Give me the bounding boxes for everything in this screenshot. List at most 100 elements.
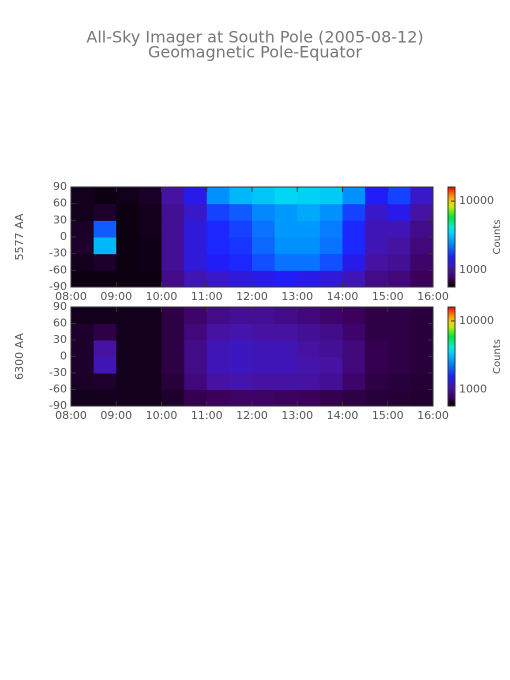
heat-cell bbox=[93, 389, 117, 407]
chart-title: All-Sky Imager at South Pole (2005-08-12… bbox=[86, 28, 423, 47]
x-tick-label: 11:00 bbox=[191, 290, 223, 303]
heat-cell bbox=[229, 187, 253, 205]
heat-cell bbox=[206, 253, 230, 271]
heat-cell bbox=[93, 340, 117, 357]
heat-cell bbox=[184, 237, 208, 255]
heat-cell bbox=[161, 356, 185, 374]
colorbar bbox=[447, 186, 456, 288]
x-tick-label: 14:00 bbox=[327, 290, 359, 303]
heat-cell bbox=[116, 389, 140, 407]
heat-cell bbox=[71, 356, 95, 374]
y-axis-label: 6300 AA bbox=[13, 333, 26, 380]
heat-cell bbox=[229, 323, 253, 341]
heat-cell bbox=[93, 323, 117, 341]
heat-cell bbox=[297, 270, 321, 288]
heat-cell bbox=[387, 373, 411, 390]
heat-cell bbox=[93, 307, 117, 324]
heat-cell bbox=[71, 203, 95, 221]
x-tick-label: 10:00 bbox=[146, 409, 178, 422]
heat-cell bbox=[410, 356, 434, 374]
heat-cell bbox=[184, 356, 208, 374]
heat-cell bbox=[297, 307, 321, 324]
heat-cell bbox=[229, 373, 253, 390]
colorbar-tick-label: 10000 bbox=[459, 194, 494, 207]
heat-cell bbox=[342, 237, 366, 255]
x-tick-label: 14:00 bbox=[327, 409, 359, 422]
colorbar-label: Counts bbox=[492, 220, 503, 255]
heat-cell bbox=[297, 356, 321, 374]
heat-cell bbox=[184, 270, 208, 288]
x-tick-label: 12:00 bbox=[236, 409, 268, 422]
heat-cell bbox=[297, 253, 321, 271]
colorbar-tick-label: 1000 bbox=[459, 263, 487, 276]
y-tick-label: 90 bbox=[53, 180, 67, 193]
heat-cell bbox=[229, 203, 253, 221]
heat-cell bbox=[410, 270, 434, 288]
heat-cell bbox=[116, 323, 140, 341]
heat-cell bbox=[319, 270, 343, 288]
heat-cell bbox=[138, 270, 162, 288]
heat-cell bbox=[319, 340, 343, 357]
heat-cell bbox=[71, 253, 95, 271]
heat-cell bbox=[184, 187, 208, 205]
y-tick-label: 30 bbox=[53, 333, 67, 346]
heat-cell bbox=[365, 323, 389, 341]
heat-cell bbox=[71, 187, 95, 205]
heat-cell bbox=[229, 356, 253, 374]
heat-cell bbox=[206, 203, 230, 221]
heat-cell bbox=[274, 323, 298, 341]
heat-cell bbox=[319, 389, 343, 407]
heat-cell bbox=[365, 270, 389, 288]
heat-cell bbox=[229, 253, 253, 271]
heat-cell bbox=[93, 373, 117, 390]
heat-cell bbox=[252, 307, 276, 324]
heat-cell bbox=[387, 307, 411, 324]
heat-cell bbox=[319, 187, 343, 205]
heat-cell bbox=[138, 220, 162, 238]
heat-cell bbox=[229, 340, 253, 357]
heat-cell bbox=[387, 253, 411, 271]
heat-cell bbox=[161, 340, 185, 357]
heat-cell bbox=[252, 253, 276, 271]
heat-cell bbox=[410, 253, 434, 271]
heat-cell bbox=[365, 307, 389, 324]
y-tick-label: -60 bbox=[49, 263, 67, 276]
heat-cell bbox=[342, 270, 366, 288]
y-tick-label: 60 bbox=[53, 197, 67, 210]
x-tick-label: 15:00 bbox=[372, 290, 404, 303]
heat-cell bbox=[116, 373, 140, 390]
heat-cell bbox=[93, 237, 117, 255]
y-tick-label: 60 bbox=[53, 317, 67, 330]
heat-cell bbox=[71, 323, 95, 341]
heat-cell bbox=[342, 389, 366, 407]
heat-cell bbox=[206, 237, 230, 255]
x-tick-label: 13:00 bbox=[281, 409, 313, 422]
heat-cell bbox=[319, 323, 343, 341]
heat-cell bbox=[319, 356, 343, 374]
heat-cell bbox=[184, 373, 208, 390]
heat-cell bbox=[252, 203, 276, 221]
heat-cell bbox=[387, 270, 411, 288]
heat-cell bbox=[274, 253, 298, 271]
x-tick-label: 08:00 bbox=[55, 409, 87, 422]
heat-cell bbox=[342, 323, 366, 341]
chart-subtitle: Geomagnetic Pole-Equator bbox=[148, 43, 362, 62]
heat-cell bbox=[138, 307, 162, 324]
x-tick-label: 12:00 bbox=[236, 290, 268, 303]
heat-cell bbox=[252, 356, 276, 374]
heat-cell bbox=[365, 373, 389, 390]
heat-cell bbox=[71, 307, 95, 324]
x-tick-label: 16:00 bbox=[417, 290, 449, 303]
heat-cell bbox=[410, 323, 434, 341]
heat-cell bbox=[297, 220, 321, 238]
heat-cell bbox=[297, 389, 321, 407]
heat-cell bbox=[297, 237, 321, 255]
heat-cell bbox=[410, 389, 434, 407]
heat-cell bbox=[342, 253, 366, 271]
colorbar-tick-label: 1000 bbox=[459, 382, 487, 395]
heat-cell bbox=[274, 340, 298, 357]
heat-cell bbox=[319, 203, 343, 221]
heat-cell bbox=[116, 356, 140, 374]
heat-cell bbox=[319, 253, 343, 271]
heat-cell bbox=[116, 220, 140, 238]
